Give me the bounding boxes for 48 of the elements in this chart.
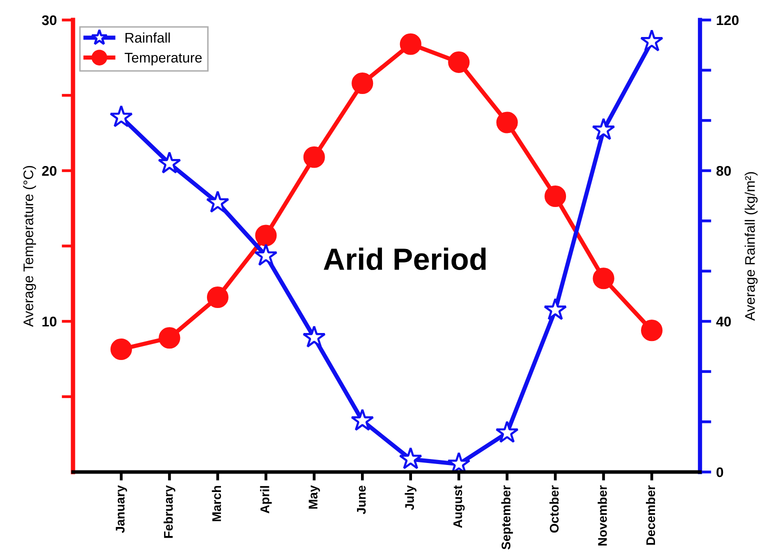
point (544, 298, 567, 320)
y-tick-label: 30 (42, 15, 56, 26)
point (158, 327, 180, 349)
point (544, 186, 566, 208)
point (592, 118, 616, 140)
point (447, 452, 470, 472)
y2-tick-label: 0 (716, 467, 724, 478)
point (400, 33, 422, 55)
point (641, 320, 663, 342)
point (110, 338, 132, 360)
point (158, 151, 182, 174)
legend-label: Rainfall (126, 32, 170, 43)
point (206, 190, 230, 213)
legend-label: Temperature (124, 52, 202, 66)
x-tick-label: April (260, 486, 272, 514)
x-tick-label: January (116, 485, 128, 533)
y2-tick-label: 120 (716, 15, 739, 26)
y-tick-label: 20 (42, 166, 56, 176)
point (206, 286, 228, 308)
point (303, 146, 325, 168)
point (255, 224, 277, 246)
x-tick-label: August (453, 485, 465, 528)
annotation: Arid Period (324, 248, 486, 270)
y-axis-title: Average Temperature (°C) (23, 166, 36, 327)
x-tick-label: December (646, 485, 656, 545)
y-tick-label: 10 (42, 316, 56, 327)
x-tick-label: October (549, 485, 559, 533)
y2-tick-label: 80 (716, 166, 731, 176)
x-tick-label: November (598, 485, 607, 546)
x-tick-label: March (212, 486, 222, 522)
x-tick-label: May (308, 485, 320, 509)
y2-axis-title: Average Rainfall (kg/m²) (744, 172, 758, 321)
point (352, 72, 374, 94)
x-tick-label: June (357, 486, 366, 514)
x-tick-label: February (164, 485, 176, 538)
point (495, 420, 519, 443)
point (302, 325, 326, 348)
point (448, 51, 470, 73)
point (350, 408, 374, 431)
point (592, 268, 614, 290)
point (110, 105, 133, 128)
point (640, 29, 664, 52)
x-tick-label: September (501, 485, 513, 550)
x-tick-label: July (404, 485, 416, 510)
point (254, 244, 278, 266)
point (399, 447, 422, 470)
y2-tick-label: 40 (716, 316, 731, 327)
point (496, 112, 518, 134)
